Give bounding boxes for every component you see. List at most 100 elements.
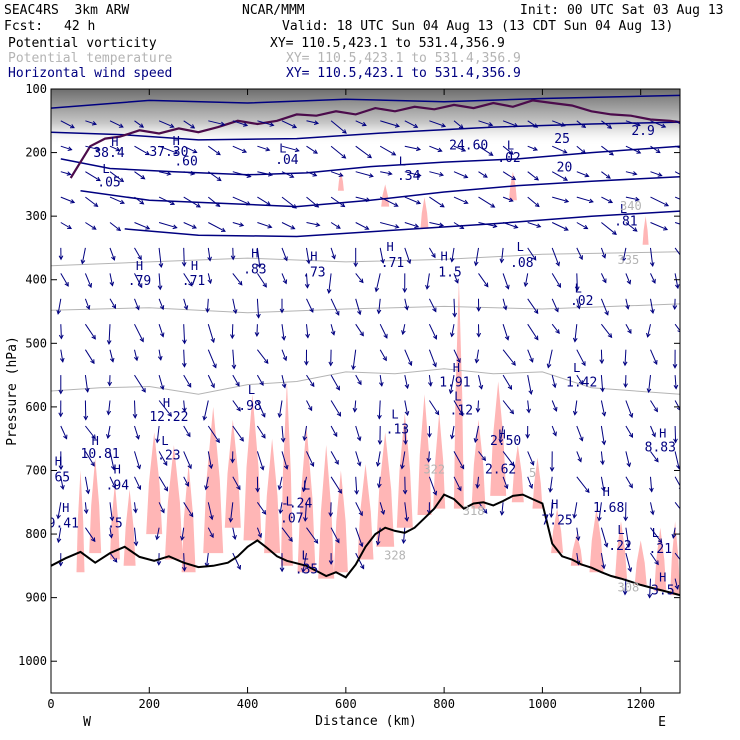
wind-arrowhead bbox=[431, 253, 436, 259]
wind-arrowhead bbox=[281, 335, 287, 341]
wind-arrow bbox=[576, 273, 578, 291]
wind-arrowhead bbox=[109, 281, 115, 287]
wind-arrowhead bbox=[382, 356, 387, 362]
wind-arrow bbox=[502, 222, 518, 229]
annotation-label: .73 bbox=[302, 266, 325, 281]
pv-shade-region bbox=[453, 279, 464, 509]
wind-arrowhead bbox=[509, 409, 515, 415]
pv-shade-region bbox=[490, 381, 507, 496]
wind-arrow bbox=[256, 298, 260, 318]
wind-arrowhead bbox=[574, 286, 580, 292]
wind-arrowhead bbox=[304, 360, 309, 366]
wind-arrow bbox=[502, 120, 518, 127]
wind-arrowhead bbox=[623, 383, 628, 389]
wind-arrowhead bbox=[138, 283, 143, 289]
pv-shade-region bbox=[420, 197, 429, 229]
wind-arrow bbox=[208, 222, 226, 232]
wind-arrowhead bbox=[377, 414, 382, 420]
field-name-wind: Horizontal wind speed bbox=[8, 66, 173, 81]
wind-arrowhead bbox=[281, 383, 287, 389]
wind-arrowhead bbox=[157, 355, 163, 361]
wind-arrow bbox=[650, 451, 659, 462]
wind-arrowhead bbox=[581, 123, 587, 129]
wind-arrowhead bbox=[572, 337, 578, 343]
wind-arrow bbox=[672, 527, 676, 538]
wind-arrowhead bbox=[58, 561, 64, 567]
wind-arrowhead bbox=[308, 406, 313, 412]
wind-arrowhead bbox=[536, 223, 542, 228]
annotation-label: .65 bbox=[47, 470, 70, 485]
wind-arrow bbox=[257, 196, 271, 206]
wind-arrow bbox=[527, 451, 534, 466]
pv-contour bbox=[69, 99, 680, 179]
wind-arrow bbox=[330, 324, 335, 335]
wind-arrow bbox=[306, 374, 315, 387]
wind-arrowhead bbox=[681, 257, 685, 261]
wind-arrow bbox=[674, 578, 679, 590]
wind-arrow bbox=[108, 324, 111, 344]
wind-arrow bbox=[355, 171, 374, 177]
wind-arrowhead bbox=[277, 413, 283, 419]
annotation-label: 12.22 bbox=[149, 410, 188, 425]
wind-arrow bbox=[453, 476, 462, 491]
wind-arrowhead bbox=[393, 202, 399, 207]
wind-arrow bbox=[478, 501, 488, 514]
wind-arrowhead bbox=[157, 285, 163, 291]
wind-arrowhead bbox=[173, 149, 179, 155]
wind-arrow bbox=[404, 247, 411, 264]
wind-arrowhead bbox=[634, 196, 640, 202]
wind-arrowhead bbox=[230, 458, 235, 464]
wind-arrow bbox=[600, 400, 606, 416]
field-name-theta: Potential temperature bbox=[8, 51, 173, 66]
wind-arrowhead bbox=[335, 538, 340, 544]
wind-arrow bbox=[475, 349, 479, 363]
wind-arrow bbox=[109, 247, 115, 261]
wind-arrow bbox=[281, 324, 285, 340]
wind-arrowhead bbox=[511, 360, 516, 366]
wind-arrow bbox=[134, 273, 143, 288]
wind-arrowhead bbox=[279, 308, 285, 314]
wind-arrow bbox=[207, 425, 220, 443]
wind-arrowhead bbox=[246, 201, 252, 206]
wind-arrowhead bbox=[357, 380, 362, 386]
wind-arrowhead bbox=[333, 432, 338, 438]
wind-arrowhead bbox=[585, 488, 590, 494]
wind-arrow bbox=[674, 273, 679, 289]
pv-shade-region bbox=[381, 184, 390, 207]
wind-speed-contour bbox=[124, 210, 680, 238]
wind-arrowhead bbox=[326, 288, 332, 294]
wind-arrow bbox=[478, 273, 489, 287]
annotation-label: 37.30 bbox=[149, 145, 188, 160]
wind-arrow bbox=[650, 502, 654, 515]
wind-arrow bbox=[109, 196, 125, 204]
wind-arrowhead bbox=[534, 335, 539, 341]
wind-arrowhead bbox=[628, 483, 633, 489]
wind-arrowhead bbox=[289, 173, 295, 178]
pv-shade-region bbox=[376, 432, 395, 547]
wind-arrow bbox=[403, 527, 406, 544]
wind-arrow bbox=[622, 247, 627, 262]
annotation-label: H bbox=[659, 426, 666, 440]
annotation-label: .60 bbox=[174, 154, 197, 169]
theta-label: 318 bbox=[463, 504, 485, 518]
wind-arrowhead bbox=[452, 312, 457, 318]
wind-arrowhead bbox=[85, 305, 91, 310]
wind-arrow bbox=[527, 298, 539, 314]
wind-arrow bbox=[380, 120, 400, 127]
wind-arrowhead bbox=[159, 332, 165, 338]
wind-arrowhead bbox=[432, 362, 437, 368]
annotation-label: .12 bbox=[450, 404, 473, 419]
annotation-label: H bbox=[453, 361, 460, 375]
wind-arrow bbox=[502, 196, 513, 202]
wind-arrow bbox=[674, 375, 677, 389]
wind-arrowhead bbox=[259, 465, 265, 471]
wind-arrowhead bbox=[262, 282, 267, 288]
wind-arrow bbox=[232, 120, 248, 126]
wind-arrowhead bbox=[416, 146, 422, 152]
wind-arrow bbox=[451, 247, 455, 262]
theta-label: 308 bbox=[618, 580, 640, 594]
wind-arrowhead bbox=[303, 517, 308, 522]
wind-arrow bbox=[674, 501, 680, 510]
wind-arrowhead bbox=[70, 199, 76, 204]
